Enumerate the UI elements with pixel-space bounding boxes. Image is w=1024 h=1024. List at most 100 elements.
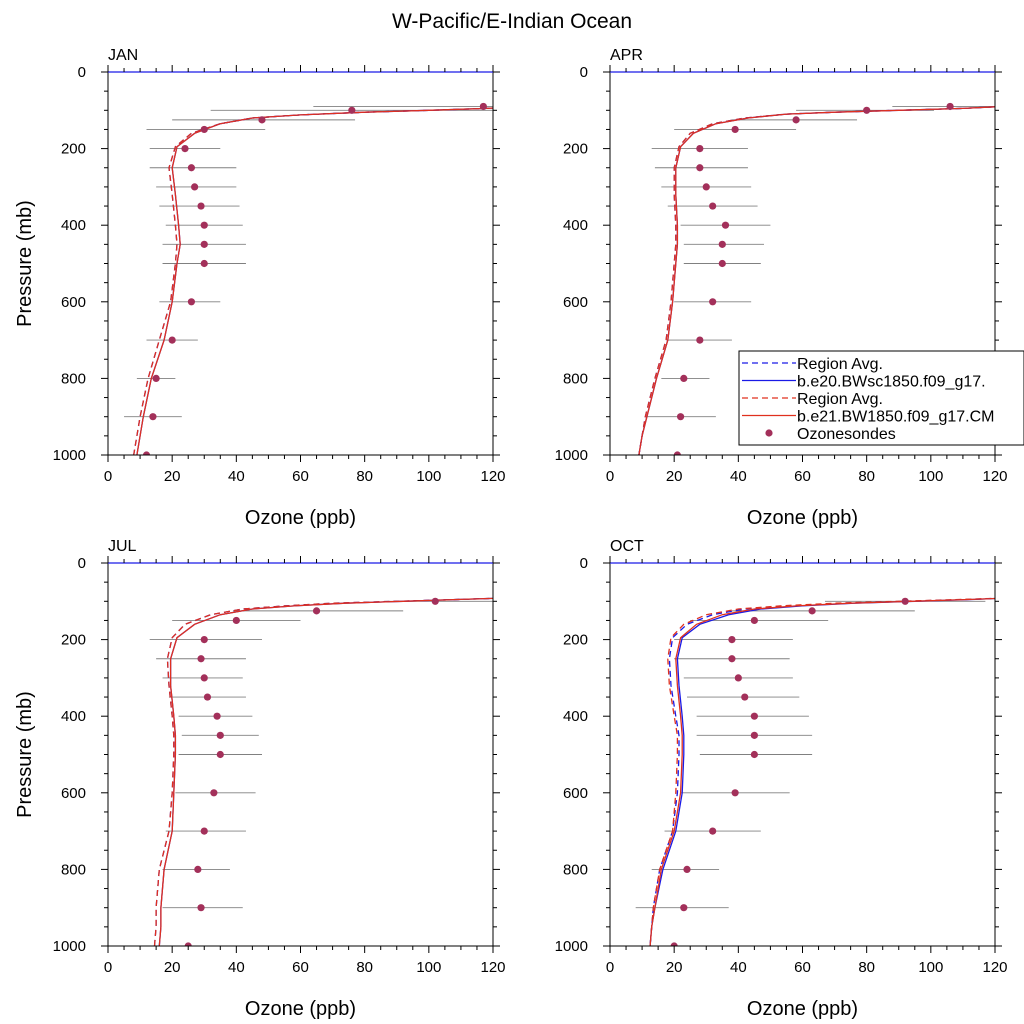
y-tick-label: 400	[61, 217, 86, 234]
y-tick-label: 0	[580, 555, 588, 572]
ozonesonde-point	[191, 183, 199, 191]
plot-area	[635, 102, 995, 455]
ozonesonde-point	[750, 750, 758, 759]
x-axis-label: Ozone (ppb)	[747, 998, 858, 1020]
ozonesonde-point	[750, 616, 758, 625]
ozonesonde-point	[200, 827, 208, 835]
ozonesonde-point	[728, 655, 736, 663]
ozonesonde-point	[232, 616, 240, 625]
ozonesonde-point	[181, 145, 189, 153]
ozonesonde-point	[718, 259, 726, 268]
series-line-solid	[638, 106, 995, 455]
ozonesonde-point	[431, 597, 439, 605]
ozonesonde-point	[792, 116, 800, 124]
ozonesonde-point	[734, 674, 742, 682]
x-tick-label: 0	[104, 959, 112, 976]
x-tick-label: 60	[292, 959, 309, 976]
x-tick-label: 0	[606, 468, 614, 485]
y-axis-label: Pressure (mb)	[14, 200, 36, 327]
ozonesonde-point	[696, 164, 704, 172]
legend: Region Avg.b.e20.BWsc1850.f09_g17.Region…	[738, 350, 1024, 446]
ozonesonde-point	[203, 693, 212, 701]
ozonesonde-point	[479, 102, 487, 111]
ozonesonde-point	[946, 102, 954, 111]
x-tick-label: 80	[858, 468, 875, 485]
y-tick-label: 200	[61, 632, 86, 649]
ozonesonde-point	[197, 202, 205, 210]
legend-swatch-dot	[765, 429, 773, 437]
x-tick-label: 100	[918, 468, 943, 485]
ozonesonde-point	[718, 240, 726, 248]
panel-month-label: JUL	[108, 538, 137, 555]
y-tick-label: 1000	[555, 447, 588, 464]
x-tick-label: 120	[982, 959, 1007, 976]
ozonesonde-point	[676, 413, 685, 421]
ozonesonde-point	[348, 106, 356, 114]
ozonesonde-point	[200, 636, 208, 644]
ozonesonde-point	[168, 336, 176, 344]
y-tick-label: 200	[61, 141, 86, 158]
y-tick-label: 600	[61, 294, 86, 311]
x-tick-label: 60	[292, 468, 309, 485]
series-line-dashed	[649, 597, 995, 946]
ozonesonde-point	[901, 597, 909, 605]
ozonesonde-point	[680, 904, 688, 912]
y-tick-label: 1000	[53, 447, 86, 464]
x-axis-label: Ozone (ppb)	[245, 998, 356, 1020]
ozonesonde-point	[702, 183, 710, 191]
panel-jan: JAN 0 20 40 60 80 100 120 0 200 400 600 800 1000 Ozone…	[14, 47, 506, 529]
plot-area	[146, 597, 493, 946]
ozonesonde-point	[152, 374, 160, 382]
x-tick-label: 40	[228, 959, 245, 976]
ozonesonde-point	[670, 942, 678, 946]
y-tick-label: 0	[78, 555, 86, 572]
ozonesonde-point	[216, 731, 224, 739]
y-tick-label: 0	[78, 64, 86, 81]
ozonesonde-point	[200, 259, 208, 268]
x-tick-label: 80	[858, 959, 875, 976]
plot-area	[629, 597, 995, 946]
y-tick-label: 800	[61, 370, 86, 387]
x-tick-label: 20	[164, 959, 181, 976]
ozonesonde-point	[200, 240, 208, 248]
panel-jul: JUL 0 20 40 60 80 100 120 0 200 400 600 800 1000 Ozone…	[14, 538, 506, 1020]
y-tick-label: 600	[563, 294, 588, 311]
x-tick-label: 0	[606, 959, 614, 976]
ozonesonde-point	[149, 413, 157, 421]
ozonesonde-point	[213, 712, 221, 720]
y-tick-label: 800	[61, 861, 86, 878]
x-tick-label: 100	[416, 468, 441, 485]
legend-label: b.e21.BW1850.f09_g17.CM	[797, 409, 994, 426]
legend-label: b.e20.BWsc1850.f09_g17.	[797, 374, 986, 391]
ozonesonde-point	[200, 125, 208, 134]
ozonesonde-point	[200, 674, 208, 682]
panel-month-label: OCT	[610, 538, 644, 555]
y-tick-label: 400	[563, 217, 588, 234]
ozonesonde-point	[696, 336, 704, 344]
x-tick-label: 40	[730, 468, 747, 485]
ozonesonde-point	[258, 116, 266, 124]
ozonesonde-point	[696, 145, 704, 153]
ozonesonde-point	[709, 202, 717, 210]
x-tick-label: 100	[416, 959, 441, 976]
series-line-dashed	[649, 597, 995, 946]
x-tick-label: 120	[480, 959, 505, 976]
x-tick-label: 120	[982, 468, 1007, 485]
x-tick-label: 120	[480, 468, 505, 485]
ozonesonde-point	[863, 106, 871, 114]
y-tick-label: 400	[61, 708, 86, 725]
y-tick-label: 1000	[53, 938, 86, 955]
ozonesonde-point	[216, 750, 224, 759]
x-tick-label: 20	[666, 468, 683, 485]
x-tick-label: 80	[356, 959, 373, 976]
y-tick-label: 800	[563, 370, 588, 387]
ozonesonde-point	[750, 731, 758, 739]
series-line-solid	[649, 597, 995, 946]
ozonesonde-point	[197, 655, 205, 663]
legend-label: Region Avg.	[797, 356, 883, 373]
panel-month-label: APR	[610, 47, 643, 64]
y-tick-label: 0	[580, 64, 588, 81]
ozonesonde-point	[683, 865, 691, 874]
x-tick-label: 20	[164, 468, 181, 485]
